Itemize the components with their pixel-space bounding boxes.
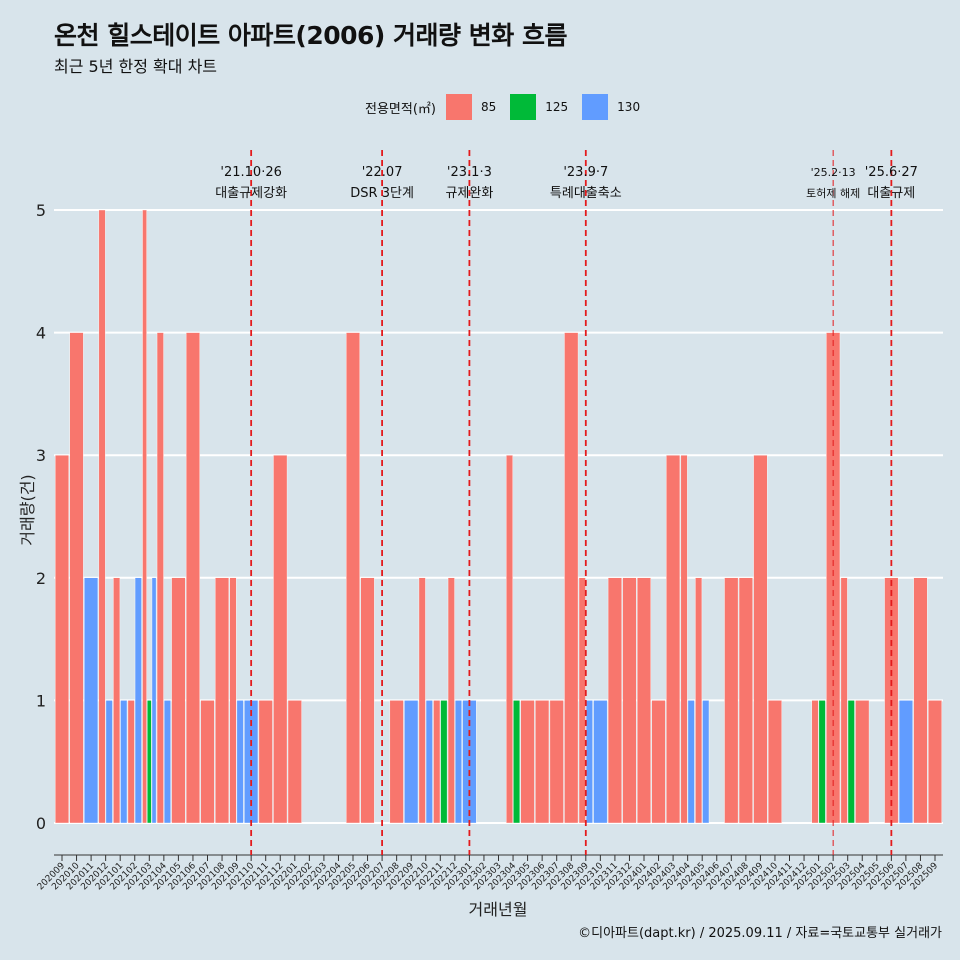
event-name-label: DSR 3단계: [350, 186, 414, 201]
legend-key-125: [510, 94, 537, 120]
event-name-label: 규제완화: [445, 186, 493, 201]
bar-202009-85: [55, 455, 70, 824]
bar-202504-85: [855, 700, 870, 824]
bar-202305-85: [520, 700, 535, 824]
bar-202404-85: [680, 455, 688, 824]
y-tick-label: 2: [36, 569, 46, 588]
bar-202212-85: [447, 577, 455, 824]
bar-202206-85: [360, 577, 375, 824]
bar-202104-130: [163, 700, 171, 824]
bar-202205-85: [346, 332, 361, 824]
bar-202507-130: [898, 700, 913, 824]
y-tick-label: 0: [36, 814, 46, 833]
bar-202402-85: [651, 700, 666, 824]
bar-202508-85: [913, 577, 928, 824]
bar-202304-85: [506, 455, 513, 824]
y-axis-title: 거래량(건): [18, 474, 37, 545]
bar-202410-85: [767, 700, 782, 824]
bar-202404-130: [687, 700, 695, 824]
bar-202211-85: [433, 700, 441, 824]
legend-label-125: 125: [545, 100, 569, 114]
bar-202501-85: [811, 700, 819, 824]
event-date-label: '23.1·3: [447, 165, 492, 180]
chart-title: 온천 힐스테이트 아파트(2006) 거래량 변화 흐름: [54, 21, 567, 50]
bar-202501-125: [818, 700, 826, 824]
bar-202309-85: [578, 577, 586, 824]
bar-202502-85: [826, 332, 841, 824]
event-name-label: 대출규제강화: [215, 186, 287, 201]
event-name-label: 토허제 해제: [806, 186, 860, 200]
y-tick-label: 1: [36, 691, 46, 710]
bar-202503-125: [847, 700, 855, 824]
bar-202108-85: [215, 577, 230, 824]
bar-202401-85: [637, 577, 652, 824]
bar-202103-130: [151, 577, 157, 824]
bar-202311-85: [607, 577, 622, 824]
legend-title: 전용면적(㎡): [365, 101, 436, 117]
bar-202111-85: [258, 700, 273, 824]
bar-202101-85: [113, 577, 121, 824]
bar-202304-125: [513, 700, 521, 824]
bar-202109-85: [229, 577, 237, 824]
x-axis-title: 거래년월: [469, 900, 528, 919]
event-date-label: '21.10·26: [220, 165, 281, 180]
bar-202503-85: [840, 577, 848, 824]
bar-202011-130: [84, 577, 99, 824]
y-tick-label: 4: [36, 324, 46, 343]
bar-202112-85: [273, 455, 288, 824]
bar-202209-130: [404, 700, 419, 824]
bar-202105-85: [171, 577, 186, 824]
bar-202103-125: [147, 700, 152, 824]
bar-202107-85: [200, 700, 215, 824]
chart-caption: ©디아파트(dapt.kr) / 2025.09.11 / 자료=국토교통부 실…: [578, 926, 942, 941]
bar-202405-130: [702, 700, 710, 824]
bar-202403-85: [666, 455, 681, 824]
bar-202104-85: [156, 332, 164, 824]
y-tick-label: 3: [36, 446, 46, 465]
legend-label-130: 130: [617, 100, 641, 114]
bar-202312-85: [622, 577, 637, 824]
bar-202012-130: [105, 700, 113, 824]
legend-label-85: 85: [480, 100, 497, 114]
bar-202102-130: [134, 577, 142, 824]
bar-202210-85: [418, 577, 426, 824]
bar-202310-130: [593, 700, 608, 824]
bar-202212-130: [454, 700, 462, 824]
bar-202103-85: [142, 209, 147, 824]
event-date-label: '25.2·13: [811, 166, 856, 179]
bar-202407-85: [724, 577, 739, 824]
bar-202101-130: [120, 700, 128, 824]
legend-key-85: [445, 94, 472, 120]
bar-202102-85: [127, 700, 135, 824]
event-date-label: '25.6·27: [865, 165, 918, 180]
legend-key-130: [582, 94, 609, 120]
event-name-label: 특례대출축소: [550, 186, 622, 201]
bar-202307-85: [549, 700, 564, 824]
bar-202409-85: [753, 455, 768, 824]
legend: 전용면적(㎡) 85 125 130: [365, 93, 654, 121]
bar-202012-85: [98, 209, 106, 824]
chart-subtitle: 최근 5년 한정 확대 차트: [54, 57, 218, 76]
bar-202201-85: [287, 700, 302, 824]
y-tick-label: 5: [36, 201, 46, 220]
bar-202306-85: [535, 700, 550, 824]
bar-202210-130: [425, 700, 433, 824]
bar-202010-85: [69, 332, 84, 824]
bar-202405-85: [695, 577, 703, 824]
bar-202408-85: [738, 577, 753, 824]
event-date-label: '22.07: [362, 165, 403, 180]
bar-202308-85: [564, 332, 579, 824]
bar-202509-85: [928, 700, 943, 824]
bar-202106-85: [185, 332, 200, 824]
bar-202109-130: [236, 700, 244, 824]
bar-202211-125: [440, 700, 448, 824]
bar-202208-85: [389, 700, 404, 824]
event-date-label: '23.9·7: [563, 165, 608, 180]
event-name-label: 대출규제: [867, 186, 915, 201]
bar-202309-130: [585, 700, 593, 824]
